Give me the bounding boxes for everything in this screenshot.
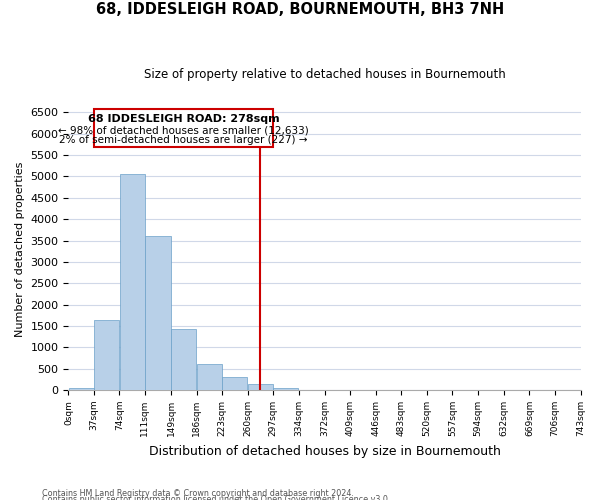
Text: 68 IDDESLEIGH ROAD: 278sqm: 68 IDDESLEIGH ROAD: 278sqm [88, 114, 280, 124]
Bar [94, 109, 273, 146]
Text: Contains public sector information licensed under the Open Government Licence v3: Contains public sector information licen… [42, 495, 391, 500]
Bar [222, 378, 247, 390]
Title: Size of property relative to detached houses in Bournemouth: Size of property relative to detached ho… [143, 68, 505, 80]
Text: 68, IDDESLEIGH ROAD, BOURNEMOUTH, BH3 7NH: 68, IDDESLEIGH ROAD, BOURNEMOUTH, BH3 7N… [96, 2, 504, 18]
Bar [248, 384, 273, 390]
Bar [273, 388, 298, 390]
Text: Contains HM Land Registry data © Crown copyright and database right 2024.: Contains HM Land Registry data © Crown c… [42, 488, 354, 498]
Text: 2% of semi-detached houses are larger (227) →: 2% of semi-detached houses are larger (2… [59, 136, 308, 145]
Bar [94, 320, 119, 390]
Bar [119, 174, 145, 390]
Y-axis label: Number of detached properties: Number of detached properties [15, 162, 25, 337]
Text: ← 98% of detached houses are smaller (12,633): ← 98% of detached houses are smaller (12… [58, 125, 309, 135]
Bar [145, 236, 171, 390]
Bar [197, 364, 222, 390]
Bar [171, 330, 196, 390]
Bar [68, 388, 94, 390]
X-axis label: Distribution of detached houses by size in Bournemouth: Distribution of detached houses by size … [149, 444, 500, 458]
